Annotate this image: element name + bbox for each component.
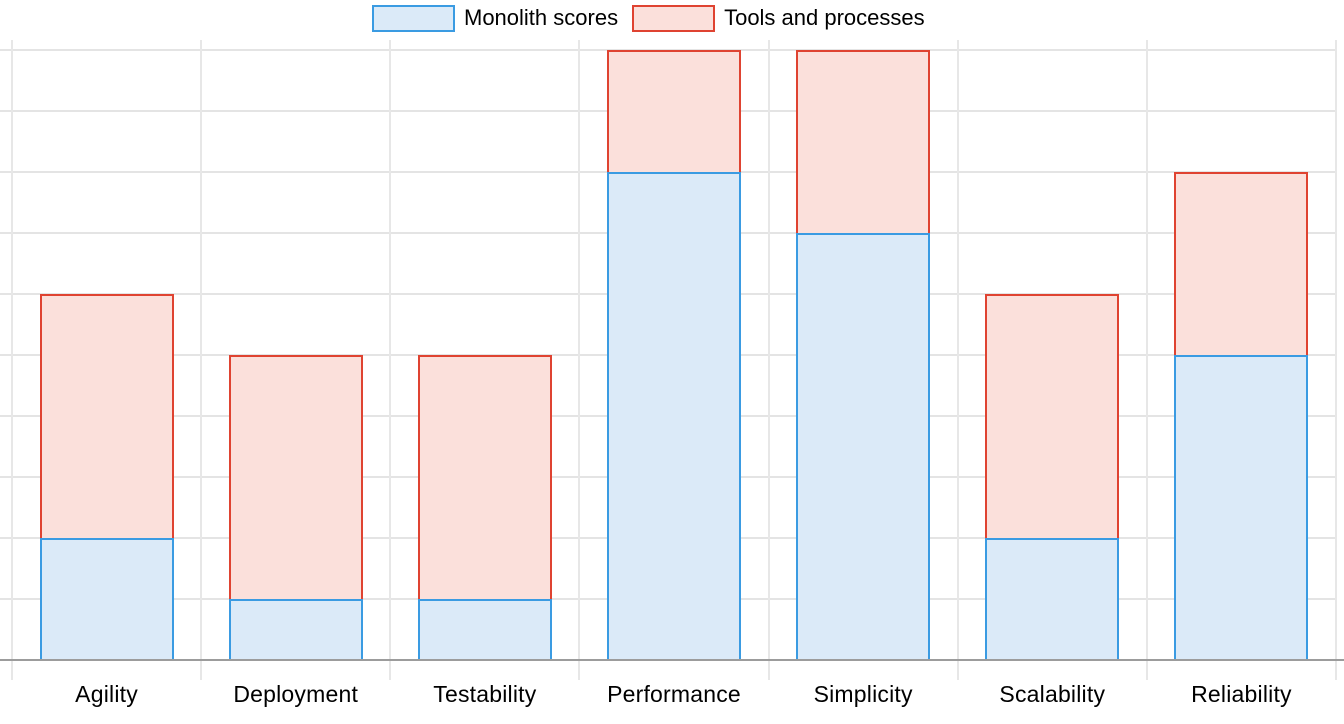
legend-label-monolith-scores: Monolith scores bbox=[464, 5, 619, 30]
bar-testability-tools-and-processes bbox=[417, 355, 552, 600]
x-label-deployment: Deployment bbox=[233, 681, 359, 707]
x-label-reliability: Reliability bbox=[1191, 681, 1292, 707]
chart-legend: Monolith scores Tools and processes bbox=[372, 3, 925, 33]
bar-testability-monolith-scores bbox=[417, 599, 552, 661]
bar-agility-monolith-scores bbox=[39, 538, 174, 661]
bar-reliability-monolith-scores bbox=[1174, 355, 1309, 661]
vertical-gridline bbox=[767, 40, 770, 680]
legend-swatch-tools-and-processes bbox=[632, 4, 716, 32]
bar-deployment-monolith-scores bbox=[228, 599, 363, 661]
vertical-gridline bbox=[1145, 40, 1148, 680]
bar-scalability-tools-and-processes bbox=[985, 293, 1120, 539]
x-axis-line bbox=[0, 659, 1344, 661]
bar-performance-monolith-scores bbox=[607, 171, 741, 661]
vertical-gridline bbox=[200, 40, 203, 680]
legend-swatch-monolith-scores bbox=[372, 4, 455, 32]
x-label-performance: Performance bbox=[607, 681, 741, 707]
vertical-gridline bbox=[389, 40, 392, 680]
x-label-scalability: Scalability bbox=[999, 681, 1106, 707]
x-label-agility: Agility bbox=[75, 681, 138, 707]
x-label-simplicity: Simplicity bbox=[813, 681, 913, 707]
vertical-gridline bbox=[956, 40, 959, 680]
legend-label-tools-and-processes: Tools and processes bbox=[724, 5, 925, 30]
vertical-gridline bbox=[11, 40, 13, 680]
bar-performance-tools-and-processes bbox=[607, 49, 741, 172]
bar-reliability-tools-and-processes bbox=[1174, 171, 1309, 355]
bar-simplicity-tools-and-processes bbox=[796, 49, 931, 233]
bar-agility-tools-and-processes bbox=[39, 293, 174, 539]
x-label-testability: Testability bbox=[433, 681, 537, 707]
bar-simplicity-monolith-scores bbox=[796, 232, 931, 661]
vertical-gridline bbox=[578, 40, 581, 680]
vertical-gridline bbox=[1335, 40, 1337, 680]
bar-scalability-monolith-scores bbox=[985, 538, 1120, 661]
bar-deployment-tools-and-processes bbox=[228, 355, 363, 600]
